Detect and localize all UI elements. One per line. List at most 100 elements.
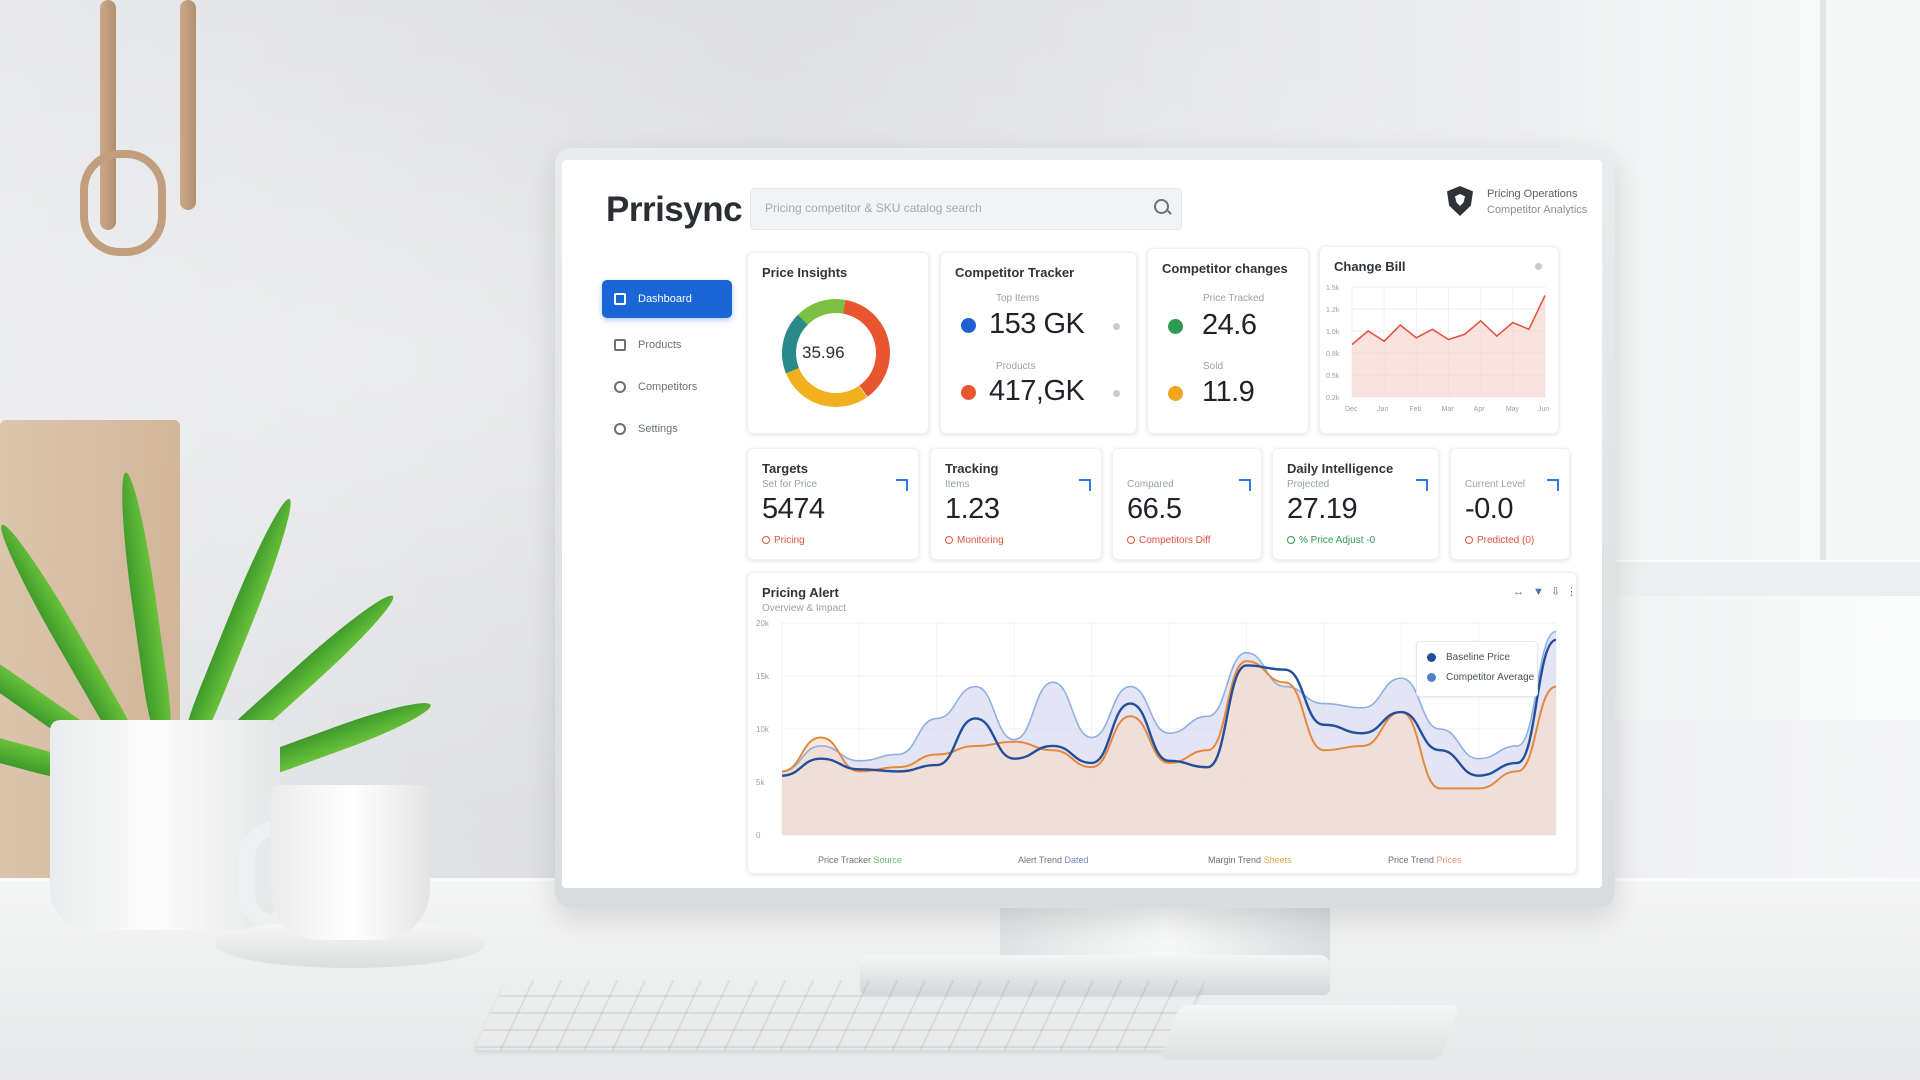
series-line-orange [781, 660, 1557, 790]
legend-swatch [1427, 653, 1436, 662]
download-icon[interactable]: ⇩ [1551, 586, 1561, 598]
series-line-light [781, 630, 1557, 773]
metric-card-compared[interactable]: Compared 66.5 Competitors Diff [1112, 448, 1262, 560]
x-tick-label: Dec [1345, 406, 1358, 413]
footer-legend-item[interactable]: Price Trend Prices [1388, 855, 1462, 865]
more-dot[interactable] [1535, 263, 1542, 270]
metric-card-targets[interactable]: Targets Set for Price 5474 Pricing [747, 448, 919, 560]
pricing-alert-card[interactable]: Pricing Alert Overview & Impact ↔ ▼ ⇩ ⋮ … [747, 572, 1577, 874]
filter-icon[interactable]: ▼ [1533, 586, 1544, 598]
trend-text: % Price Adjust -0 [1299, 535, 1376, 546]
card-title: Change Bill [1334, 259, 1406, 274]
change-line-chart: 1.5k 1.2k 1.0k 0.8k 0.5k 0.2k Dec Jan Feb Mar Apr M… [1326, 285, 1549, 413]
donut-chart [782, 299, 890, 407]
donut-segment-teal [782, 299, 890, 407]
hanger-loop [80, 150, 166, 256]
more-dot[interactable] [1113, 390, 1120, 397]
price-insights-card[interactable]: Price Insights 35.96 [747, 252, 929, 434]
footer-swatch: Prices [1436, 855, 1462, 865]
trend-note: Monitoring [945, 535, 1004, 546]
search-placeholder: Pricing competitor & SKU catalog search [765, 201, 982, 215]
trend-text: Pricing [774, 535, 805, 546]
competitor-tracker-card[interactable]: Competitor Tracker Top Items 153 GK Prod… [940, 252, 1137, 434]
donut-segment-green [782, 299, 890, 407]
expand-icon[interactable]: ↔ [1513, 586, 1524, 598]
search-input[interactable]: Pricing competitor & SKU catalog search [750, 188, 1182, 230]
x-tick-label: Apr [1474, 406, 1486, 413]
legend-swatch [1427, 673, 1436, 682]
pin-icon[interactable] [1416, 479, 1428, 491]
card-subtitle: Compared [1127, 479, 1174, 490]
more-dot[interactable] [1113, 323, 1120, 330]
y-tick-label: 0.8k [1326, 351, 1340, 358]
y-tick-label: 20k [756, 619, 770, 628]
metric-label: Products [996, 361, 1036, 372]
footer-swatch: Sheets [1263, 855, 1292, 865]
sidebar-item-dashboard[interactable]: Dashboard [602, 280, 732, 318]
trend-note: Competitors Diff [1127, 535, 1211, 546]
y-tick-label: 1.0k [1326, 329, 1340, 336]
metric-label: Top Items [996, 293, 1040, 304]
change-chart-card[interactable]: Change Bill 1.5k 1.2k 1.0k 0.8k 0.5k 0.2k Dec J… [1319, 246, 1559, 434]
metric-value: 417,GK [989, 375, 1085, 407]
metric-card-tracking[interactable]: Tracking Items 1.23 Monitoring [930, 448, 1102, 560]
metric-value: 24.6 [1202, 309, 1257, 341]
footer-legend-item[interactable]: Alert Trend Dated [1018, 855, 1089, 865]
metric-card-current[interactable]: Current Level -0.0 Predicted (0) [1450, 448, 1570, 560]
pricing-line-chart: 20k 15k 10k 5k 0 [756, 619, 1557, 840]
card-subtitle: Overview & Impact [762, 603, 846, 614]
x-tick-label: Mar [1442, 406, 1455, 413]
card-subtitle: Items [945, 479, 970, 490]
series-area [1352, 295, 1545, 397]
footer-label: Price Tracker [818, 855, 872, 865]
x-tick-label: May [1506, 406, 1520, 413]
series-area-orange [782, 661, 1556, 835]
app-logo[interactable]: Prrisync [606, 190, 743, 229]
user-icon [614, 381, 626, 393]
metric-card-daily[interactable]: Daily Intelligence Projected 27.19 % Pri… [1272, 448, 1439, 560]
sidebar-item-settings[interactable]: Settings [602, 410, 732, 448]
pin-icon[interactable] [1547, 479, 1559, 491]
footer-swatch: Dated [1064, 855, 1089, 865]
account-name[interactable]: Pricing Operations [1487, 188, 1578, 200]
trend-icon [762, 536, 770, 545]
trend-icon [945, 536, 953, 545]
pin-icon[interactable] [896, 479, 908, 491]
y-tick-label: 0.2k [1326, 395, 1340, 402]
keyboard [473, 980, 1207, 1050]
trend-note: Pricing [762, 535, 805, 546]
y-tick-label: 5k [756, 778, 765, 787]
footer-legend-item[interactable]: Price Tracker Source [818, 855, 902, 865]
sidebar-item-products[interactable]: Products [602, 326, 732, 364]
footer-label: Price Trend [1388, 855, 1435, 865]
series-dot-blue [961, 318, 976, 333]
metric-value: 153 GK [989, 308, 1085, 340]
search-icon[interactable] [1154, 199, 1169, 214]
x-tick-label: Jan [1377, 406, 1388, 413]
card-title: Competitor Tracker [955, 265, 1075, 280]
trackpad [1159, 1005, 1461, 1060]
y-tick-label: 15k [756, 672, 770, 681]
card-title: Competitor changes [1162, 261, 1288, 276]
more-icon[interactable]: ⋮ [1566, 586, 1577, 598]
pin-icon[interactable] [1239, 479, 1251, 491]
metric-label: Sold [1203, 361, 1224, 372]
card-subtitle: Projected [1287, 479, 1330, 490]
pin-icon[interactable] [1079, 479, 1091, 491]
y-tick-label: 10k [756, 725, 770, 734]
footer-legend-item[interactable]: Margin Trend Sheets [1208, 855, 1292, 865]
metric-value: 5474 [762, 493, 825, 525]
sidebar-item-label: Products [638, 339, 682, 351]
competitor-changes-card[interactable]: Competitor changes Price Tracked 24.6 So… [1147, 248, 1309, 434]
donut-segment-yellow [782, 299, 890, 407]
trend-note: Predicted (0) [1465, 535, 1534, 546]
legend-item: Baseline Price [1427, 652, 1510, 663]
y-tick-label: 0.5k [1326, 373, 1340, 380]
sidebar-item-competitors[interactable]: Competitors [602, 368, 732, 406]
series-line-dark [781, 638, 1557, 777]
window-sill [1600, 560, 1920, 596]
card-title: Price Insights [762, 265, 848, 280]
series-dot-yellow [1168, 386, 1183, 401]
metric-value: 1.23 [945, 493, 1000, 525]
shield-icon[interactable] [1447, 186, 1473, 216]
